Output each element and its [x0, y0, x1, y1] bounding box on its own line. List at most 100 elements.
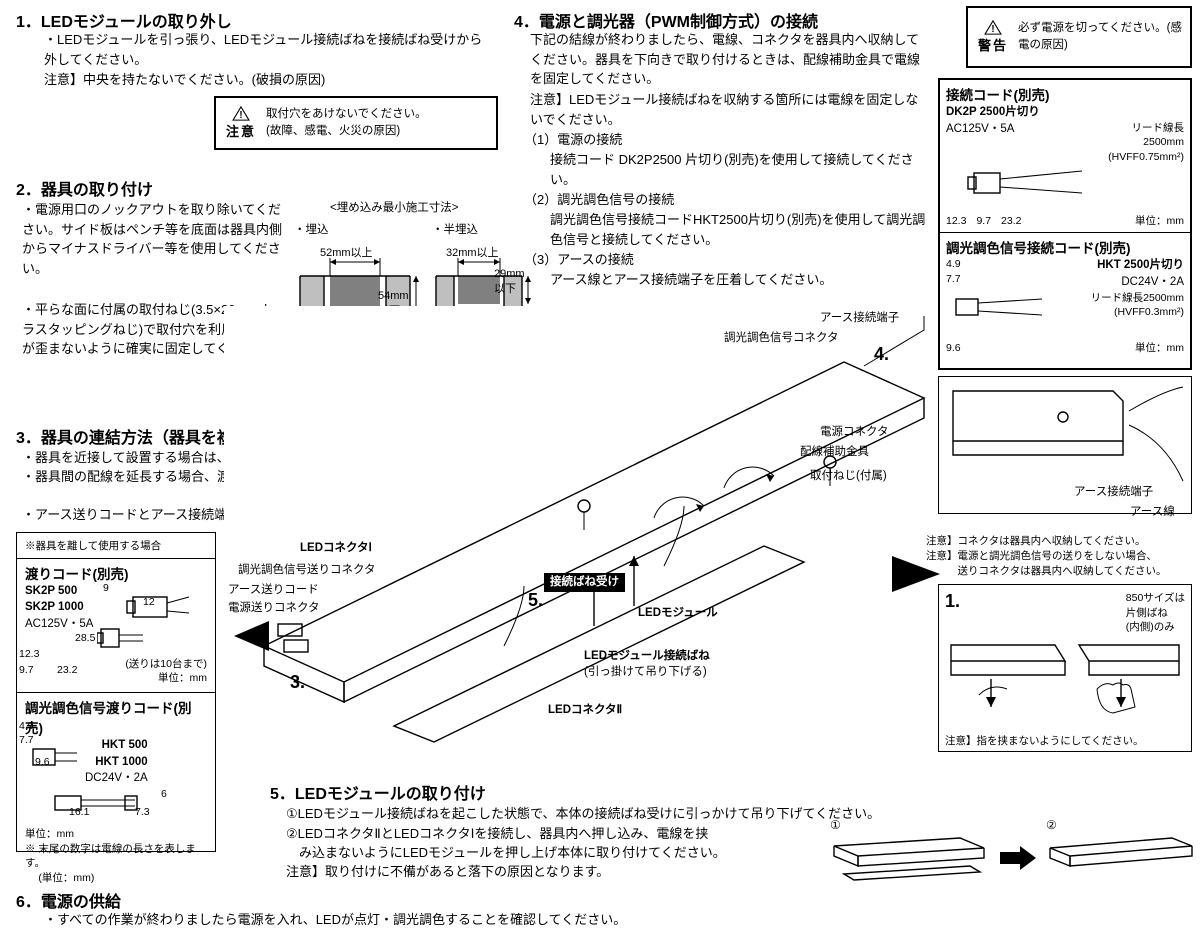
step4-label: 4. — [874, 344, 889, 365]
step5-label: 5. — [528, 590, 543, 611]
cb-c2-lead: リード線長2500mm (HVFF0.3mm²) — [1091, 291, 1184, 341]
cb-c1-d232: 23.2 — [1001, 214, 1021, 229]
dim-285: 28.5 — [75, 631, 95, 646]
sec4-item3h: （3）アースの接続 — [524, 250, 634, 270]
step1-diagram — [945, 635, 1185, 731]
sec5-text1: ①LEDモジュール接続ばねを起こした状態で、本体の接続ばね受けに引っかけて吊り下… — [286, 804, 906, 824]
embed-half-lbl: ・半埋込 — [432, 222, 478, 239]
sec4-item1t: 接続コード DK2P2500 片切り(別売)を使用して接続してください。 — [550, 150, 920, 189]
lbl-led-spring-sub: (引っ掛けて吊り下げる) — [584, 664, 707, 681]
sec5-text4: 注意】取り付けに不備があると落下の原因となります。 — [286, 862, 806, 882]
embed-title: <埋め込み最小施工寸法> — [330, 200, 458, 217]
sec1-text2: 注意】中央を持たないでください。(破損の原因) — [44, 70, 494, 90]
sec4-item2t: 調光調色信号接続コードHKT2500片切り(別売)を使用して調光調色信号と接続し… — [550, 210, 930, 249]
cb-c1-d123: 12.3 — [946, 214, 966, 229]
lbl-led-mod: LEDモジュール — [638, 605, 718, 622]
cb-c1-spec: AC125V・5A — [946, 121, 1014, 165]
lbl-wiring-aid: 配線補助金具 — [800, 444, 869, 461]
dim-123: 12.3 — [19, 647, 39, 662]
warning-icon: ! 警告 — [976, 20, 1010, 54]
sec2-title: 2．器具の取り付け — [16, 176, 153, 200]
sec5-text2: ②LEDコネクタⅡとLEDコネクタⅠを接続し、器具内へ押し込み、電線を挟 — [286, 824, 806, 844]
sec1-title: 1．LEDモジュールの取り外し — [16, 8, 232, 32]
cb-c2-unit: 単位：mm — [1135, 341, 1184, 356]
rn2: 注意】電源と調光調色信号の送りをしない場合、 — [926, 549, 1157, 564]
caution-icon: ! 注意 — [224, 106, 258, 140]
svg-text:!: ! — [239, 110, 242, 121]
step3-label: 3. — [290, 672, 305, 693]
rd-earth-wire: アース線 — [1130, 504, 1175, 521]
cord1-title: 渡りコード(別売) — [25, 563, 207, 583]
cb-c1-model: DK2P 2500片切り — [946, 104, 1184, 121]
cord1-note: (送りは10台まで) 単位：mm — [25, 657, 207, 686]
embed-full-lbl: ・埋込 — [294, 222, 329, 239]
lbl-led-spring: LEDモジュール接続ばね — [584, 648, 710, 665]
sec5-circ2: ② — [1046, 818, 1057, 832]
cord2-spec: DC24V・2A — [85, 770, 148, 787]
cord2-unit: 単位：mm — [25, 827, 207, 842]
caution-text: 取付穴をあけないでください。 (故障、感電、火災の原因) — [266, 106, 427, 139]
sec4-text2: 注意】LEDモジュール接続ばねを収納する箇所には電線を固定しないでください。 — [530, 90, 930, 129]
lbl-earth-term: アース接続端子 — [820, 310, 899, 327]
sec5-title: 5．LEDモジュールの取り付け — [270, 780, 486, 804]
warning-text: 必ず電源を切ってください。(感電の原因) — [1018, 20, 1182, 53]
dim-w52: 52mm以上 — [320, 244, 373, 260]
sec6-text1: ・すべての作業が終わりましたら電源を入れ、LEDが点灯・調光調色することを確認し… — [44, 910, 804, 930]
rn1: 注意】コネクタは器具内へ収納してください。 — [926, 534, 1145, 549]
lbl-psu-send: 電源送りコネクタ — [228, 600, 320, 617]
dim-232: 23.2 — [57, 663, 77, 678]
cb-c2-d49: 4.9 — [946, 257, 961, 272]
sec5-arrow — [998, 844, 1038, 875]
dim-9: 9 — [103, 581, 109, 596]
cord1-diagram — [97, 583, 193, 657]
sec1-text1: ・LEDモジュールを引っ張り、LEDモジュール接続ばねを接続ばね受けから外してく… — [44, 30, 494, 69]
cord2-title: 調光調色信号渡りコード(別売) — [25, 697, 207, 737]
sec4-item1h: （1）電源の接続 — [524, 130, 622, 150]
sec4-item3t: アース線とアース接続端子を圧着してください。 — [550, 270, 920, 290]
dim-161: 16.1 — [69, 805, 89, 820]
rn3: 送りコネクタは器具内へ収納してください。 — [926, 564, 1166, 579]
sec6-title: 6．電源の供給 — [16, 888, 121, 912]
lbl-dim-conn: 調光調色信号コネクタ — [724, 330, 839, 347]
lbl-screw: 取付ねじ(付属) — [810, 468, 887, 485]
step1-note: 850サイズは 片側ばね (内側)のみ — [1126, 591, 1185, 635]
lbl-spring-rcv: 接続ばね受け — [544, 573, 625, 592]
lbl-led-conn1: LEDコネクタⅠ — [300, 540, 372, 557]
lbl-earth-send: アース送りコード — [228, 582, 319, 599]
sec4-text1: 下記の結線が終わりましたら、電線、コネクタを器具内へ収納してください。器具を下向… — [530, 30, 930, 89]
lbl-led-conn2: LEDコネクタⅡ — [548, 702, 622, 719]
dim-97: 9.7 — [19, 663, 34, 678]
sec4-title: 4．電源と調光器（PWM制御方式）の接続 — [514, 8, 818, 32]
pointer-step1 — [892, 556, 942, 599]
cb-c2-title: 調光調色信号接続コード(別売) — [946, 237, 1184, 257]
cord2-models: HKT 500 HKT 1000 — [85, 737, 148, 770]
cb-c1-diagram — [946, 165, 1086, 211]
dim-73: 7.3 — [135, 805, 150, 820]
dim-6: 6 — [161, 787, 167, 802]
cb-c2-model: HKT 2500片切り — [1097, 257, 1184, 274]
dim-12: 12 — [143, 595, 155, 610]
sec5-diag2 — [1046, 834, 1196, 884]
cord2-footnote: ※ 末尾の数字は電線の長さを表します。 (単位：mm) — [25, 842, 207, 886]
sepbox-title: ※器具を離して使用する場合 — [25, 539, 207, 554]
sec4-item2h: （2）調光調色信号の接続 — [524, 190, 674, 210]
cb-c2-d77: 7.7 — [946, 272, 961, 287]
cb-c1-lead: リード線長 2500mm (HVFF0.75mm²) — [1108, 121, 1184, 165]
rd-earth-term: アース接続端子 — [1074, 484, 1153, 501]
sec5-text3: み込まないようにLEDモジュールを押し上げ本体に取り付けてください。 — [286, 843, 806, 863]
lbl-psu-conn: 電源コネクタ — [820, 424, 889, 441]
sec2-text1: ・電源用口のノックアウトを取り除いてください。サイド板はペンチ等を底面は器具内側… — [22, 200, 286, 278]
sec5-diag1 — [830, 834, 990, 894]
dim-96: 9.6 — [35, 755, 50, 770]
lbl-dim-send: 調光調色信号送りコネクタ — [238, 562, 376, 579]
dim-77: 7.7 — [19, 733, 34, 748]
warning-label: 警告 — [978, 35, 1008, 54]
step1-caution: 注意】指を挟まないようにしてください。 — [945, 734, 1185, 749]
cb-c1-title: 接続コード(別売) — [946, 84, 1184, 104]
cb-c2-d96: 9.6 — [946, 341, 961, 356]
dim-w32: 32mm以上 — [446, 244, 499, 260]
sec5-circ1: ① — [830, 818, 841, 832]
cord1-models: SK2P 500 SK2P 1000 — [25, 583, 93, 616]
dim-49: 4.9 — [19, 719, 34, 734]
cb-c1-d97: 9.7 — [976, 214, 991, 229]
